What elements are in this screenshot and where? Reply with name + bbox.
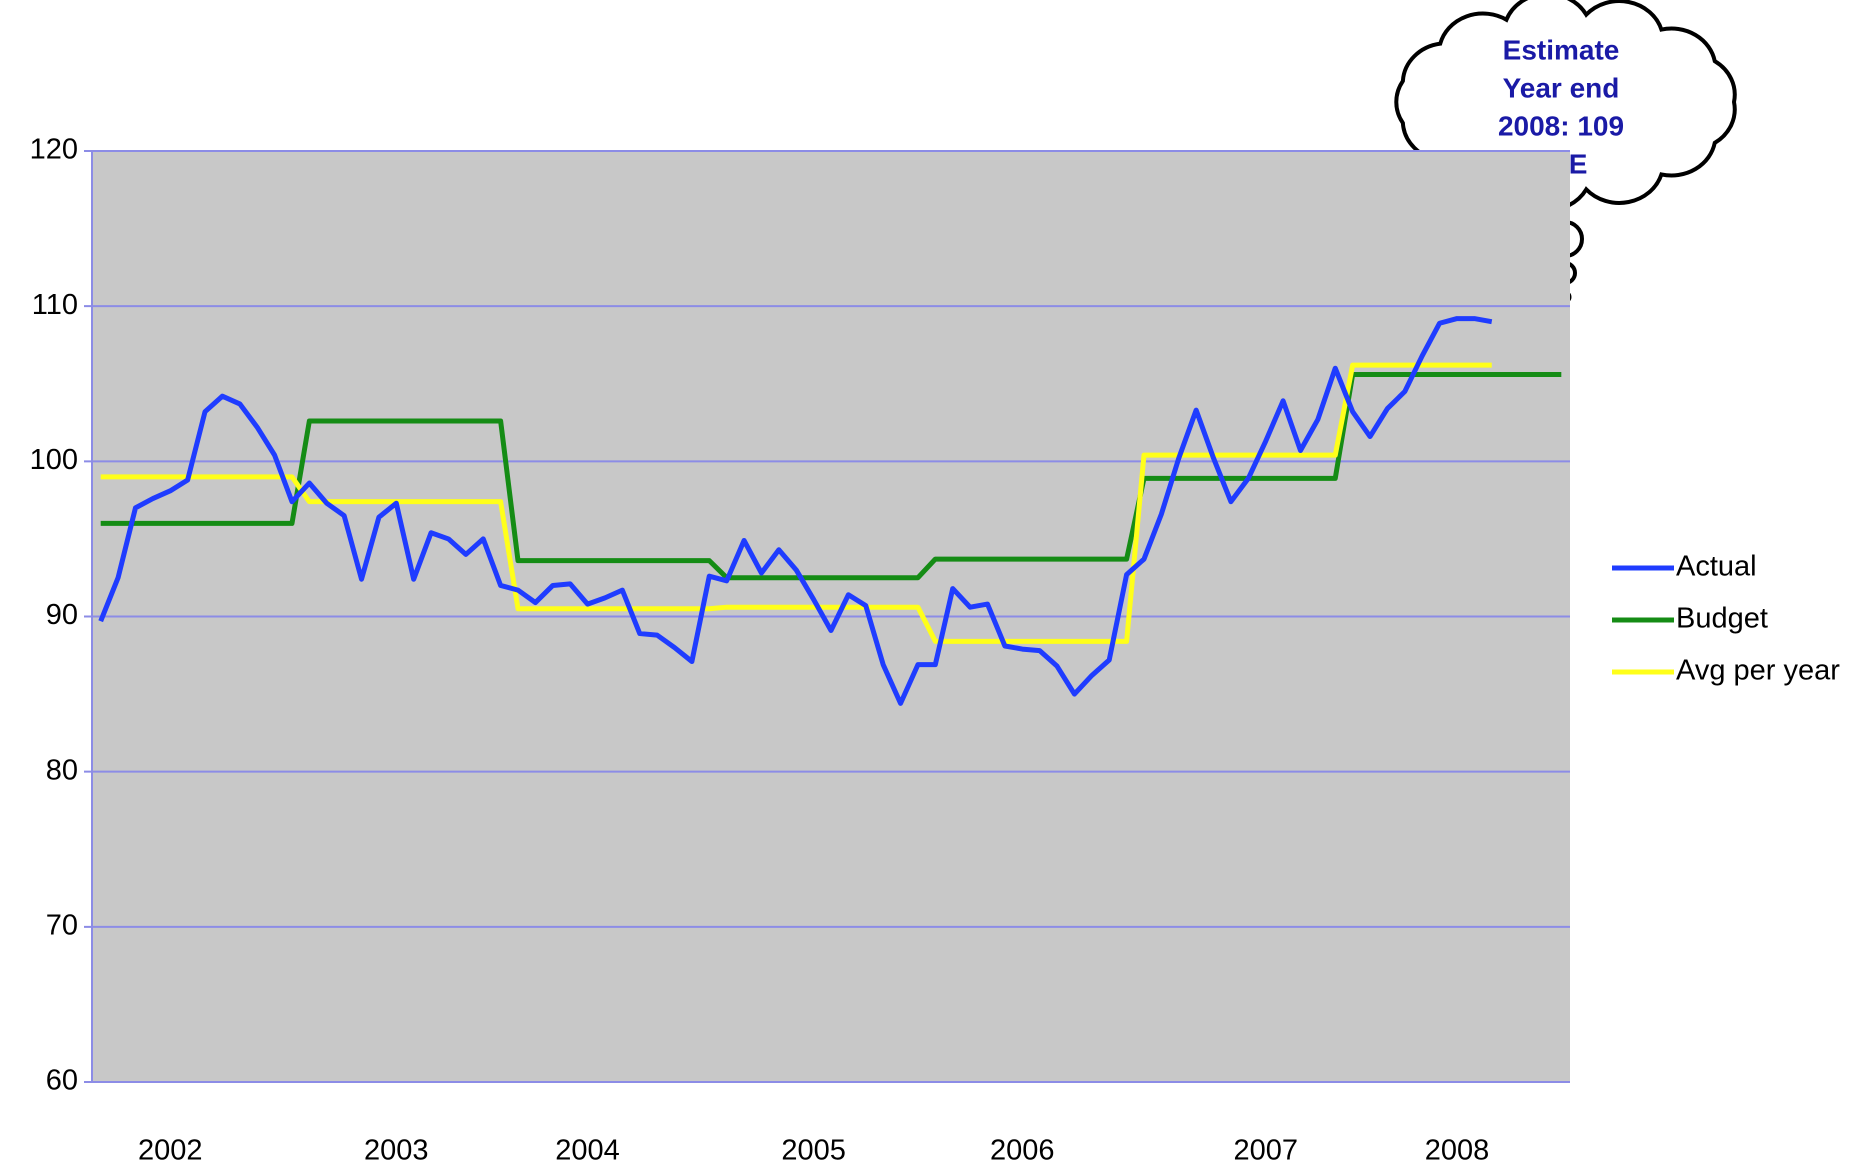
x-tick-label: 2007	[1233, 1135, 1298, 1165]
annotation: Estimate	[1503, 34, 1620, 65]
y-tick-label: 100	[30, 444, 78, 476]
y-tick-label: 110	[32, 289, 78, 321]
x-tick-label: 2005	[781, 1135, 846, 1165]
legend-label: Avg per year	[1676, 655, 1840, 687]
legend-label: Budget	[1676, 603, 1768, 635]
y-tick-label: 90	[46, 599, 78, 631]
x-tick-label: 2006	[990, 1135, 1055, 1165]
annotation: Year end	[1503, 72, 1620, 103]
y-tick-label: 60	[46, 1065, 78, 1097]
legend-label: Actual	[1676, 551, 1757, 583]
x-tick-label: 2008	[1425, 1135, 1490, 1165]
x-tick-label: 2002	[138, 1135, 203, 1165]
x-tick-label: 2004	[555, 1135, 620, 1165]
chart: EstimateYear end2008: 109FTE 60708090100…	[0, 0, 1865, 1165]
y-tick-label: 70	[46, 909, 78, 941]
y-tick-label: 120	[30, 134, 78, 166]
y-tick-label: 80	[46, 754, 78, 786]
annotation: 2008: 109	[1498, 110, 1624, 141]
x-tick-label: 2003	[364, 1135, 429, 1165]
